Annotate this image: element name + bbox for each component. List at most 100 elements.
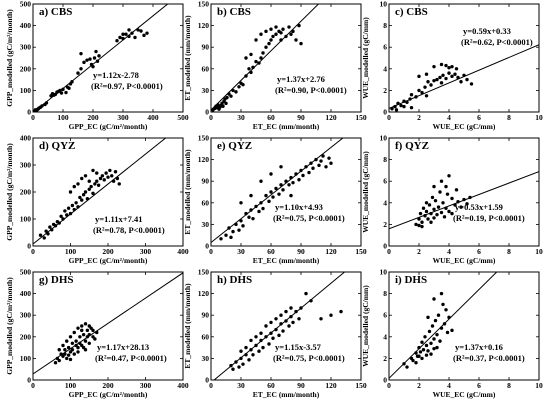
data-point (269, 172, 273, 176)
data-point (418, 211, 423, 216)
data-point (78, 335, 82, 339)
data-point (249, 70, 253, 75)
x-tick-label: 30 (237, 247, 245, 256)
data-point (450, 196, 454, 201)
data-point (121, 32, 125, 36)
y-tick-label: 60 (202, 64, 210, 73)
panel-4: 0 100 200 300 400 0 100 200 300 400 d) QYZ y=1.11x+… (5, 134, 189, 266)
data-point (224, 233, 228, 237)
data-point (435, 212, 439, 217)
y-tick-label: 10 (380, 0, 388, 9)
data-point (264, 29, 268, 34)
data-point (329, 313, 333, 317)
data-point (309, 299, 313, 303)
data-point (244, 74, 248, 78)
fit-stats: (R²=0.19, P<0.0001) (453, 213, 525, 223)
data-point (405, 100, 409, 104)
data-point (462, 73, 466, 77)
data-point (261, 51, 265, 55)
data-point (66, 206, 71, 210)
data-point (234, 222, 238, 227)
data-point (87, 341, 91, 345)
data-point (274, 186, 278, 191)
x-tick-label: 90 (297, 247, 305, 256)
data-point (402, 362, 406, 366)
data-point (444, 76, 448, 81)
y-tick-label: 100 (20, 86, 32, 95)
data-point (329, 161, 333, 165)
data-point (436, 205, 441, 209)
data-point (438, 339, 442, 343)
data-point (441, 73, 445, 77)
x-tick-label: 8 (507, 247, 511, 256)
data-point (396, 101, 400, 106)
y-tick-label: 0 (27, 376, 31, 385)
y-tick-label: 0 (205, 242, 209, 251)
y-tick-label: 10 (380, 268, 388, 277)
data-point (237, 228, 241, 232)
data-point (80, 176, 84, 181)
data-point (459, 205, 463, 209)
data-point (294, 38, 298, 42)
fit-equation: y=1.11x+7.41 (95, 214, 142, 224)
data-point (450, 328, 454, 333)
data-point (469, 82, 474, 86)
data-point (241, 82, 245, 87)
data-point (72, 352, 76, 356)
data-point (311, 166, 315, 170)
data-layer (389, 171, 539, 230)
data-point (445, 330, 450, 335)
data-point (254, 343, 258, 348)
data-point (468, 195, 472, 200)
data-point (264, 335, 268, 339)
x-tick-label: 2 (417, 381, 421, 390)
x-tick-label: 200 (87, 113, 99, 122)
data-point (74, 343, 78, 348)
data-point (421, 348, 426, 352)
data-point (91, 64, 95, 69)
data-point (294, 309, 298, 314)
data-point (267, 41, 271, 46)
x-tick-label: 4 (447, 247, 451, 256)
data-point (420, 340, 424, 344)
data-layer (211, 138, 344, 243)
data-point (435, 77, 439, 82)
fit-equation: y=1.12x-2.78 (93, 70, 139, 80)
data-point (435, 332, 439, 337)
fit-equation: y=1.37x+2.76 (277, 74, 325, 84)
data-point (420, 220, 424, 224)
data-point (38, 233, 43, 237)
data-point (417, 217, 421, 221)
y-tick-label: 0 (205, 376, 209, 385)
data-point (227, 226, 231, 230)
data-point (450, 74, 454, 79)
data-point (85, 197, 90, 201)
data-point (91, 191, 95, 196)
data-point (221, 104, 225, 108)
data-point (281, 188, 285, 192)
data-point (432, 207, 436, 211)
x-axis-label: ET_EC (mm/month) (253, 390, 320, 399)
data-point (287, 324, 291, 328)
data-point (91, 168, 95, 173)
x-tick-label: 100 (57, 113, 69, 122)
data-point (251, 216, 255, 221)
data-point (229, 235, 233, 240)
data-point (72, 330, 76, 335)
y-axis-label: GPP_modelled (gC/m²/month) (5, 143, 14, 241)
data-point (40, 104, 44, 108)
data-point (76, 326, 80, 330)
data-point (444, 184, 448, 189)
data-point (88, 57, 92, 61)
panel-title: f) QYZ (395, 140, 429, 152)
panel-title: i) DHS (395, 274, 427, 286)
data-layer (389, 272, 498, 379)
data-point (229, 363, 233, 368)
data-point (456, 75, 460, 80)
data-point (83, 322, 88, 326)
data-point (427, 203, 432, 207)
data-point (426, 349, 430, 353)
data-point (234, 90, 238, 94)
data-point (423, 214, 427, 218)
data-point (80, 198, 84, 202)
